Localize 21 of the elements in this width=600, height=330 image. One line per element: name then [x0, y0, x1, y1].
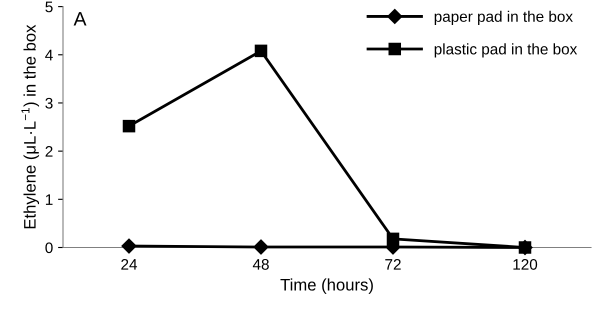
- y-tick-label: 4: [45, 50, 53, 60]
- point: [121, 238, 137, 254]
- legend-label: paper pad in the box: [434, 10, 573, 25]
- point: [386, 232, 400, 246]
- point: [253, 239, 269, 255]
- point: [518, 241, 532, 254]
- y-tick-label: 1: [46, 194, 53, 205]
- y-tick-label: 2: [46, 146, 53, 157]
- x-axis-title: Time (hours): [280, 278, 373, 294]
- x-tick-label: 120: [513, 259, 538, 270]
- y-tick-label: 3: [45, 98, 53, 109]
- y-axis-title: Ethylene (μL·L$^{−1}$) in the box: [21, 24, 40, 228]
- x-tick-label: 72: [385, 259, 401, 270]
- legend-label: plastic pad in the box: [434, 43, 578, 58]
- x-tick-label: 24: [121, 259, 138, 270]
- y-tick-label: 5: [45, 2, 53, 12]
- point: [254, 44, 268, 58]
- annotation: A: [74, 12, 86, 26]
- x-tick-label: 48: [252, 259, 269, 270]
- y-tick-label: 0: [45, 242, 53, 254]
- point: [122, 120, 136, 132]
